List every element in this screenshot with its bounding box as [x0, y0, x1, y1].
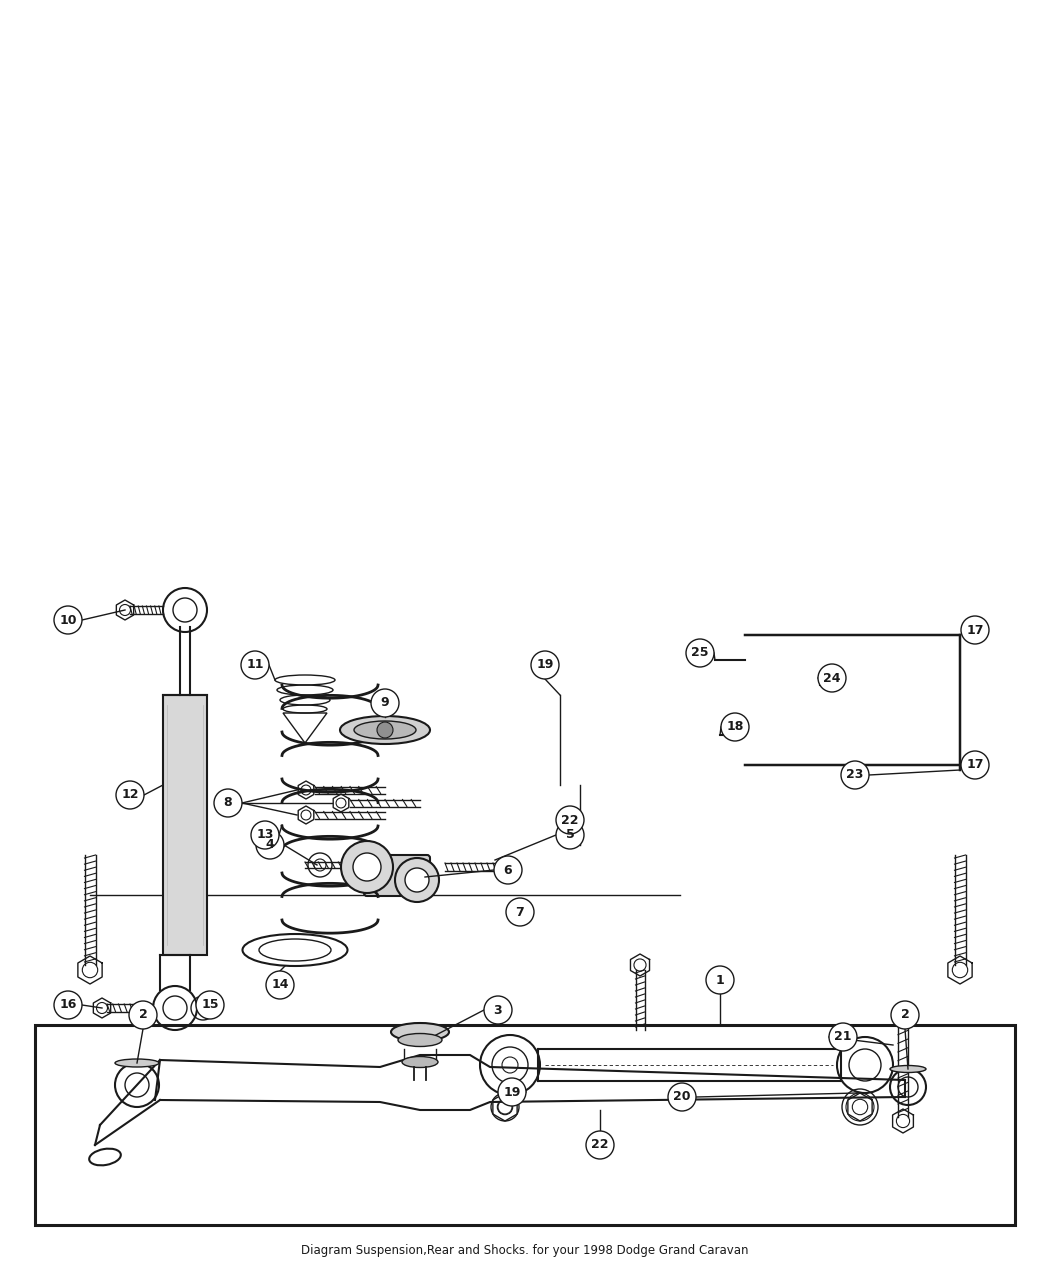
Text: Diagram Suspension,Rear and Shocks. for your 1998 Dodge Grand Caravan: Diagram Suspension,Rear and Shocks. for …: [301, 1244, 749, 1257]
Text: 11: 11: [247, 658, 264, 672]
Circle shape: [686, 639, 714, 667]
Text: 2: 2: [901, 1009, 909, 1021]
Circle shape: [586, 1131, 614, 1159]
Text: 24: 24: [823, 672, 841, 685]
Ellipse shape: [402, 1057, 438, 1067]
Circle shape: [251, 821, 279, 849]
Ellipse shape: [340, 717, 430, 745]
Text: 1: 1: [716, 974, 724, 987]
Text: 17: 17: [966, 759, 984, 771]
Circle shape: [961, 751, 989, 779]
Text: 25: 25: [691, 646, 709, 659]
Circle shape: [556, 821, 584, 849]
Text: 16: 16: [59, 998, 77, 1011]
Text: 21: 21: [835, 1030, 852, 1043]
Text: 18: 18: [727, 720, 743, 733]
Circle shape: [721, 713, 749, 741]
Text: 2: 2: [139, 1009, 147, 1021]
Circle shape: [377, 722, 393, 738]
Circle shape: [961, 616, 989, 644]
Circle shape: [54, 991, 82, 1019]
Circle shape: [196, 991, 224, 1019]
Circle shape: [54, 606, 82, 634]
Ellipse shape: [354, 720, 416, 739]
Text: 20: 20: [673, 1090, 691, 1103]
Circle shape: [841, 761, 869, 789]
Text: 3: 3: [494, 1003, 502, 1016]
Circle shape: [830, 1023, 857, 1051]
Circle shape: [494, 856, 522, 884]
Ellipse shape: [391, 1023, 449, 1040]
Ellipse shape: [116, 1060, 159, 1067]
Text: 14: 14: [271, 978, 289, 992]
Circle shape: [116, 782, 144, 810]
Circle shape: [706, 966, 734, 995]
Circle shape: [256, 831, 284, 859]
Circle shape: [129, 1001, 158, 1029]
Text: 5: 5: [566, 829, 574, 842]
Circle shape: [371, 688, 399, 717]
Text: 6: 6: [504, 863, 512, 876]
FancyBboxPatch shape: [163, 695, 207, 955]
Text: 9: 9: [381, 696, 390, 709]
Text: 23: 23: [846, 769, 864, 782]
Circle shape: [395, 858, 439, 901]
FancyBboxPatch shape: [35, 1025, 1015, 1225]
Circle shape: [214, 789, 242, 817]
Text: 13: 13: [256, 829, 274, 842]
Circle shape: [353, 853, 381, 881]
FancyBboxPatch shape: [364, 856, 430, 896]
Text: 22: 22: [591, 1139, 609, 1151]
Text: 7: 7: [516, 905, 524, 918]
Text: 22: 22: [562, 813, 579, 826]
Circle shape: [498, 1077, 526, 1105]
Text: 12: 12: [121, 788, 139, 802]
Circle shape: [506, 898, 534, 926]
Text: 10: 10: [59, 613, 77, 626]
Circle shape: [668, 1082, 696, 1111]
Ellipse shape: [398, 1034, 442, 1047]
Circle shape: [531, 652, 559, 680]
Text: 15: 15: [202, 998, 218, 1011]
Text: 4: 4: [266, 839, 274, 852]
Circle shape: [556, 806, 584, 834]
Text: 19: 19: [503, 1085, 521, 1099]
Circle shape: [341, 842, 393, 892]
Text: 8: 8: [224, 797, 232, 810]
Circle shape: [484, 996, 512, 1024]
Circle shape: [405, 868, 429, 892]
Circle shape: [818, 664, 846, 692]
Circle shape: [242, 652, 269, 680]
Text: 19: 19: [537, 658, 553, 672]
Ellipse shape: [890, 1066, 926, 1072]
Circle shape: [266, 972, 294, 1000]
Text: 17: 17: [966, 623, 984, 636]
Circle shape: [891, 1001, 919, 1029]
